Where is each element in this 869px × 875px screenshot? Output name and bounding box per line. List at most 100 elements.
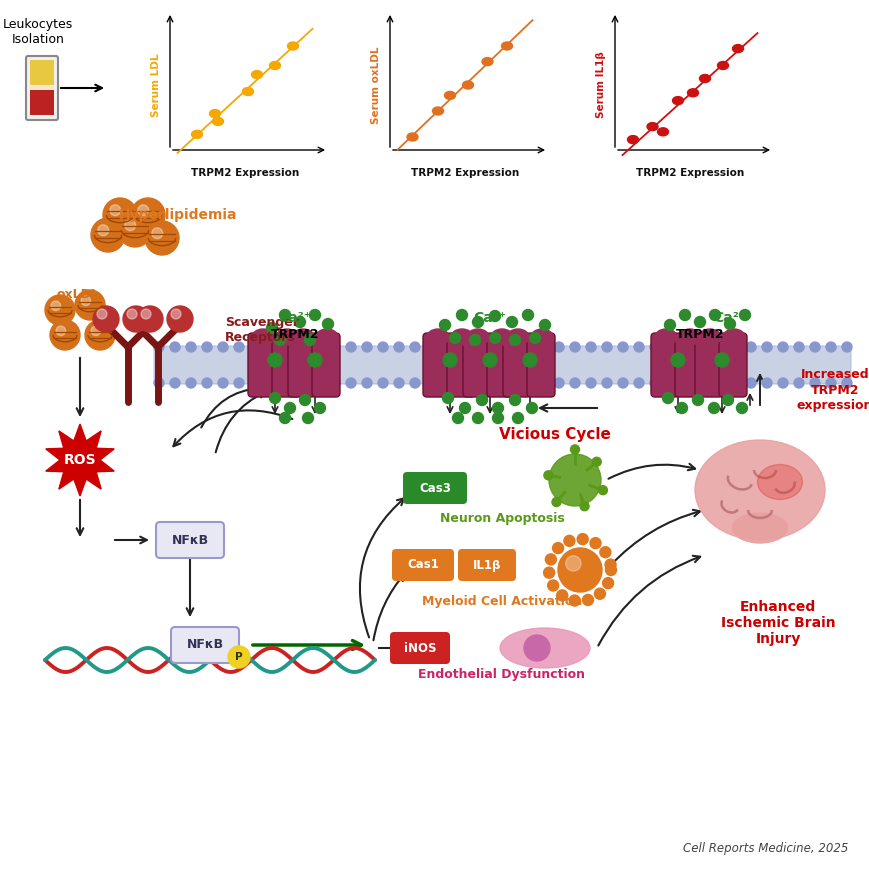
Circle shape: [234, 378, 243, 388]
Circle shape: [745, 342, 755, 352]
Text: Vicious Cycle: Vicious Cycle: [499, 428, 610, 443]
Circle shape: [346, 378, 355, 388]
Ellipse shape: [530, 329, 553, 345]
Circle shape: [103, 198, 136, 232]
FancyBboxPatch shape: [447, 333, 474, 397]
Circle shape: [472, 317, 483, 327]
Circle shape: [601, 378, 611, 388]
Ellipse shape: [657, 128, 667, 136]
Circle shape: [489, 332, 500, 344]
Circle shape: [268, 353, 282, 367]
Circle shape: [777, 378, 787, 388]
Circle shape: [426, 378, 435, 388]
Circle shape: [586, 342, 595, 352]
Ellipse shape: [672, 96, 683, 105]
Circle shape: [476, 395, 487, 405]
Text: P: P: [235, 652, 242, 662]
Circle shape: [131, 198, 165, 232]
Circle shape: [739, 310, 750, 320]
Circle shape: [441, 378, 452, 388]
Circle shape: [299, 395, 310, 405]
Circle shape: [169, 378, 180, 388]
FancyBboxPatch shape: [171, 627, 239, 663]
Circle shape: [186, 378, 196, 388]
Text: TRPM2 Expression: TRPM2 Expression: [635, 168, 743, 178]
Circle shape: [439, 319, 450, 331]
Circle shape: [841, 378, 851, 388]
FancyBboxPatch shape: [248, 333, 275, 397]
Circle shape: [617, 378, 627, 388]
Circle shape: [548, 454, 600, 506]
Ellipse shape: [722, 329, 744, 345]
Text: Serum oxLDL: Serum oxLDL: [370, 46, 381, 123]
Circle shape: [85, 320, 115, 350]
Circle shape: [302, 412, 313, 424]
Circle shape: [457, 378, 468, 388]
Text: Hyperlipidemia: Hyperlipidemia: [118, 208, 237, 222]
FancyBboxPatch shape: [392, 549, 454, 581]
Circle shape: [282, 342, 292, 352]
FancyBboxPatch shape: [26, 56, 58, 120]
Circle shape: [202, 378, 212, 388]
Circle shape: [309, 310, 320, 320]
Text: Cas1: Cas1: [407, 558, 439, 571]
Text: ROS: ROS: [63, 453, 96, 467]
Circle shape: [745, 378, 755, 388]
Circle shape: [594, 588, 605, 599]
Circle shape: [793, 342, 803, 352]
Circle shape: [509, 334, 520, 346]
Ellipse shape: [501, 42, 512, 50]
Ellipse shape: [732, 45, 743, 52]
Circle shape: [545, 554, 556, 565]
Circle shape: [218, 342, 228, 352]
Circle shape: [449, 332, 460, 344]
Circle shape: [234, 342, 243, 352]
Ellipse shape: [467, 329, 488, 345]
Text: Serum IL1β: Serum IL1β: [595, 52, 606, 118]
Circle shape: [474, 378, 483, 388]
Text: Endothelial Dysfunction: Endothelial Dysfunction: [418, 668, 585, 681]
Circle shape: [377, 378, 388, 388]
Circle shape: [676, 402, 687, 414]
Circle shape: [605, 564, 616, 576]
Ellipse shape: [450, 329, 473, 345]
Circle shape: [522, 310, 533, 320]
Circle shape: [452, 412, 463, 424]
Ellipse shape: [757, 465, 801, 500]
Circle shape: [441, 342, 452, 352]
Circle shape: [721, 395, 733, 405]
Circle shape: [729, 342, 740, 352]
Circle shape: [145, 221, 179, 255]
Circle shape: [526, 402, 537, 414]
FancyBboxPatch shape: [154, 346, 850, 384]
Circle shape: [314, 378, 323, 388]
Circle shape: [543, 471, 553, 480]
Circle shape: [506, 378, 515, 388]
Circle shape: [97, 225, 109, 235]
Circle shape: [269, 393, 280, 403]
FancyBboxPatch shape: [487, 333, 514, 397]
Ellipse shape: [732, 513, 786, 543]
Circle shape: [50, 320, 80, 350]
Ellipse shape: [209, 109, 220, 117]
Circle shape: [91, 218, 125, 252]
FancyBboxPatch shape: [272, 333, 300, 397]
Circle shape: [697, 378, 707, 388]
Circle shape: [489, 311, 500, 321]
FancyBboxPatch shape: [650, 333, 678, 397]
Ellipse shape: [427, 329, 448, 345]
FancyBboxPatch shape: [462, 333, 490, 397]
Circle shape: [45, 295, 75, 325]
Circle shape: [664, 319, 674, 331]
Circle shape: [308, 353, 322, 367]
Circle shape: [522, 353, 536, 367]
Ellipse shape: [252, 329, 274, 345]
Circle shape: [568, 595, 580, 606]
Circle shape: [521, 378, 531, 388]
Circle shape: [551, 498, 561, 507]
Circle shape: [576, 534, 587, 544]
FancyBboxPatch shape: [288, 333, 315, 397]
Circle shape: [793, 378, 803, 388]
Ellipse shape: [717, 61, 727, 69]
Circle shape: [825, 342, 835, 352]
